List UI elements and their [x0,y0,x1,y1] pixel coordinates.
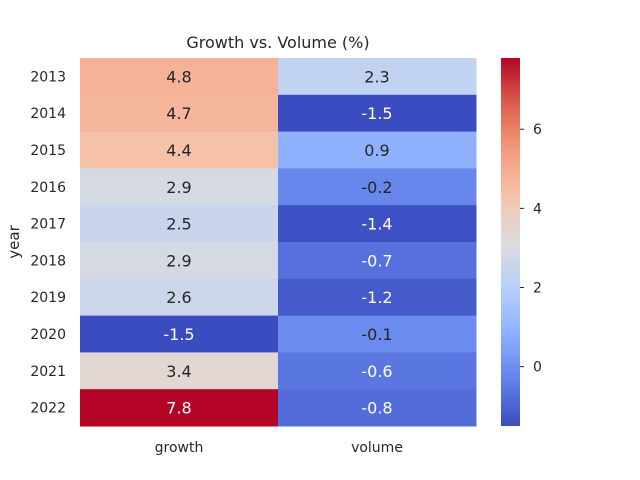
cell-value-label: 2.6 [166,288,191,307]
heatmap-cell [278,389,477,427]
heatmap-cell [278,278,477,317]
cell-value-label: 3.4 [166,362,191,381]
y-tick-label: 2017 [30,217,66,233]
colorbar-ticks: 0 2 4 6 [520,122,542,376]
y-tick-label: 2016 [30,180,66,196]
heatmap-cell [278,168,477,206]
cell-value-label: -1.5 [163,325,194,344]
y-tick-label: 2015 [30,143,66,159]
y-axis-label: year [5,224,23,258]
y-tick-label: 2021 [30,364,66,380]
heatmap-cell [80,58,279,96]
heatmap-cell [80,352,279,390]
cell-value-label: -0.7 [361,251,392,270]
heatmap-cell [80,242,279,280]
colorbar-tick-label: 4 [533,201,542,217]
x-tick-label: volume [351,440,403,456]
heatmap-cells: 4.8 2.3 4.7 -1.5 4.4 0.9 2.9 -0.2 2.5 -1.4 2.9 -0.7… [80,58,477,427]
cell-value-label: -0.6 [361,362,392,381]
heatmap-cell [80,205,279,243]
heatmap-cell [278,205,477,243]
x-tick-labels: growth volume [155,440,403,456]
cell-value-label: 4.7 [166,104,191,123]
y-tick-label: 2020 [30,327,66,343]
heatmap-cell [278,352,477,390]
cell-value-label: -1.2 [361,288,392,307]
colorbar-tick-label: 0 [533,360,542,376]
y-tick-label: 2013 [30,69,66,85]
heatmap-cell [278,242,477,280]
cell-value-label: 2.3 [364,67,389,86]
cell-value-label: 7.8 [166,399,191,418]
colorbar-tick-label: 2 [533,281,542,297]
cell-value-label: -0.1 [361,325,392,344]
heatmap-cell [80,131,279,169]
colorbar [501,58,520,426]
cell-value-label: 2.9 [166,251,191,270]
heatmap-cell [80,168,279,206]
heatmap-cell [80,278,279,317]
heatmap-cell [80,389,279,427]
heatmap-cell [278,58,477,96]
y-tick-label: 2022 [30,401,66,417]
x-tick-label: growth [155,440,204,456]
heatmap-cell [80,315,279,353]
heatmap-cell [80,94,279,133]
chart-title: Growth vs. Volume (%) [186,33,369,52]
cell-value-label: 2.9 [166,178,191,197]
cell-value-label: -1.5 [361,104,392,123]
cell-value-label: 4.4 [166,141,191,160]
y-tick-label: 2019 [30,290,66,306]
heatmap-cell [278,131,477,169]
y-tick-label: 2018 [30,253,66,269]
cell-value-label: 0.9 [364,141,389,160]
cell-value-label: -0.2 [361,178,392,197]
cell-value-label: -0.8 [361,399,392,418]
heatmap-cell [278,315,477,353]
heatmap-cell [278,94,477,133]
y-tick-labels: 2013 2014 2015 2016 2017 2018 2019 2020 2021 2022 [30,69,66,416]
y-tick-label: 2014 [30,106,66,122]
cell-value-label: 4.8 [166,67,191,86]
colorbar-tick-label: 6 [533,122,542,138]
cell-value-label: -1.4 [361,215,392,234]
cell-value-label: 2.5 [166,215,191,234]
